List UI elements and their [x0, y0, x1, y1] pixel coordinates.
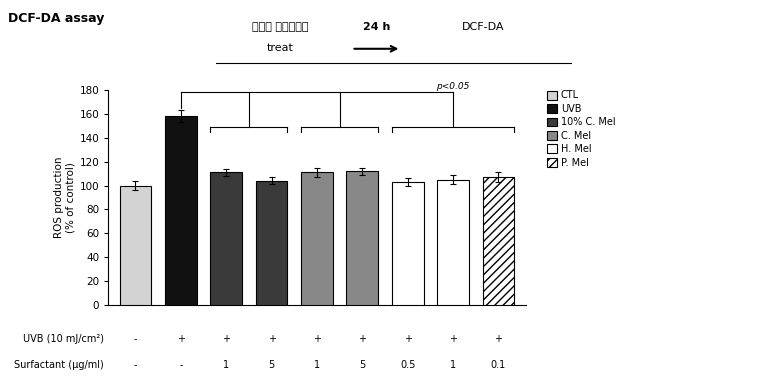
- Text: +: +: [222, 334, 230, 344]
- Bar: [392, 182, 424, 305]
- Text: 0.1: 0.1: [491, 360, 506, 370]
- Text: DCF-DA: DCF-DA: [462, 22, 504, 32]
- Text: 바이오 계면활성제: 바이오 계면활성제: [252, 22, 308, 32]
- Text: +: +: [177, 334, 185, 344]
- Text: -: -: [134, 360, 137, 370]
- Y-axis label: ROS production
(% of control): ROS production (% of control): [53, 157, 75, 238]
- Text: p<0.05: p<0.05: [436, 82, 470, 91]
- Text: +: +: [495, 334, 502, 344]
- Legend: CTL, UVB, 10% C. Mel, C. Mel, H. Mel, P. Mel: CTL, UVB, 10% C. Mel, C. Mel, H. Mel, P.…: [547, 90, 615, 167]
- Bar: [482, 177, 514, 305]
- Text: treat: treat: [267, 43, 294, 52]
- Bar: [120, 185, 152, 305]
- Bar: [256, 181, 288, 305]
- Bar: [210, 172, 242, 305]
- Bar: [438, 179, 469, 305]
- Text: 5: 5: [359, 360, 366, 370]
- Text: Surfactant (μg/ml): Surfactant (μg/ml): [14, 360, 104, 370]
- Text: +: +: [359, 334, 366, 344]
- Text: +: +: [449, 334, 457, 344]
- Text: 1: 1: [314, 360, 320, 370]
- Text: 1: 1: [450, 360, 456, 370]
- Text: +: +: [404, 334, 412, 344]
- Text: +: +: [267, 334, 275, 344]
- Text: 5: 5: [268, 360, 274, 370]
- Text: +: +: [313, 334, 321, 344]
- Text: 24 h: 24 h: [363, 22, 390, 32]
- Text: 1: 1: [223, 360, 230, 370]
- Text: UVB (10 mJ/cm²): UVB (10 mJ/cm²): [22, 334, 104, 344]
- Bar: [165, 116, 196, 305]
- Bar: [301, 172, 333, 305]
- Text: 0.5: 0.5: [400, 360, 415, 370]
- Bar: [346, 171, 378, 305]
- Text: DCF-DA assay: DCF-DA assay: [8, 12, 104, 25]
- Text: -: -: [134, 334, 137, 344]
- Text: -: -: [179, 360, 182, 370]
